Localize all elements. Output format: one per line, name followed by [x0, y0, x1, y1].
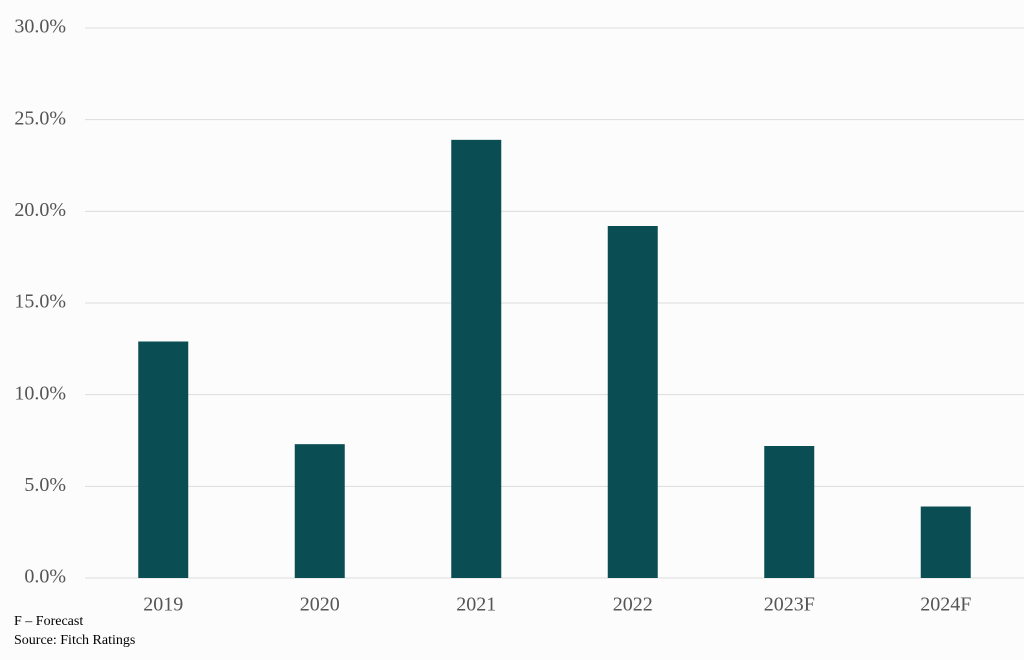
- y-tick-label: 15.0%: [14, 291, 66, 313]
- bar: [138, 341, 189, 578]
- y-tick-label: 30.0%: [14, 16, 66, 38]
- x-tick-label: 2024F: [920, 594, 971, 616]
- x-tick-label: 2023F: [764, 594, 815, 616]
- bar: [920, 506, 971, 578]
- y-tick-label: 20.0%: [14, 199, 66, 221]
- x-tick-label: 2021: [456, 594, 496, 616]
- bar: [764, 446, 815, 578]
- source: Source: Fitch Ratings: [14, 633, 135, 648]
- x-tick-label: 2022: [613, 594, 653, 616]
- x-tick-label: 2019: [143, 594, 183, 616]
- bar: [451, 139, 502, 579]
- y-tick-label: 0.0%: [24, 566, 66, 588]
- y-tick-label: 10.0%: [14, 382, 66, 404]
- x-tick-label: 2020: [300, 594, 340, 616]
- y-tick-label: 5.0%: [24, 474, 66, 496]
- y-tick-label: 25.0%: [14, 107, 66, 129]
- bar: [607, 226, 658, 578]
- bar: [294, 444, 345, 578]
- footnote: F – Forecast: [14, 614, 83, 629]
